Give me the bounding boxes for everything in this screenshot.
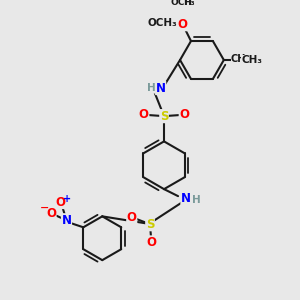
Text: −: − [40, 203, 50, 213]
Text: O: O [146, 236, 156, 249]
Text: S: S [160, 110, 168, 123]
Text: O: O [139, 108, 149, 121]
Text: N: N [181, 192, 191, 206]
Text: OCH: OCH [170, 0, 192, 7]
Text: O: O [56, 196, 66, 208]
Text: CH₃: CH₃ [241, 55, 262, 65]
Text: H₃: H₃ [183, 0, 195, 7]
Text: H: H [192, 195, 201, 205]
Text: H: H [147, 83, 156, 93]
Text: S: S [146, 218, 154, 231]
Text: CH₃: CH₃ [231, 54, 250, 64]
Text: N: N [156, 82, 166, 94]
Text: N: N [61, 214, 71, 227]
Text: ₃: ₃ [240, 56, 244, 64]
Text: O: O [127, 211, 137, 224]
Text: O: O [178, 18, 188, 31]
Text: O: O [179, 108, 189, 121]
Text: OCH₃: OCH₃ [148, 18, 178, 28]
Text: +: + [63, 194, 71, 204]
Text: O: O [46, 207, 56, 220]
